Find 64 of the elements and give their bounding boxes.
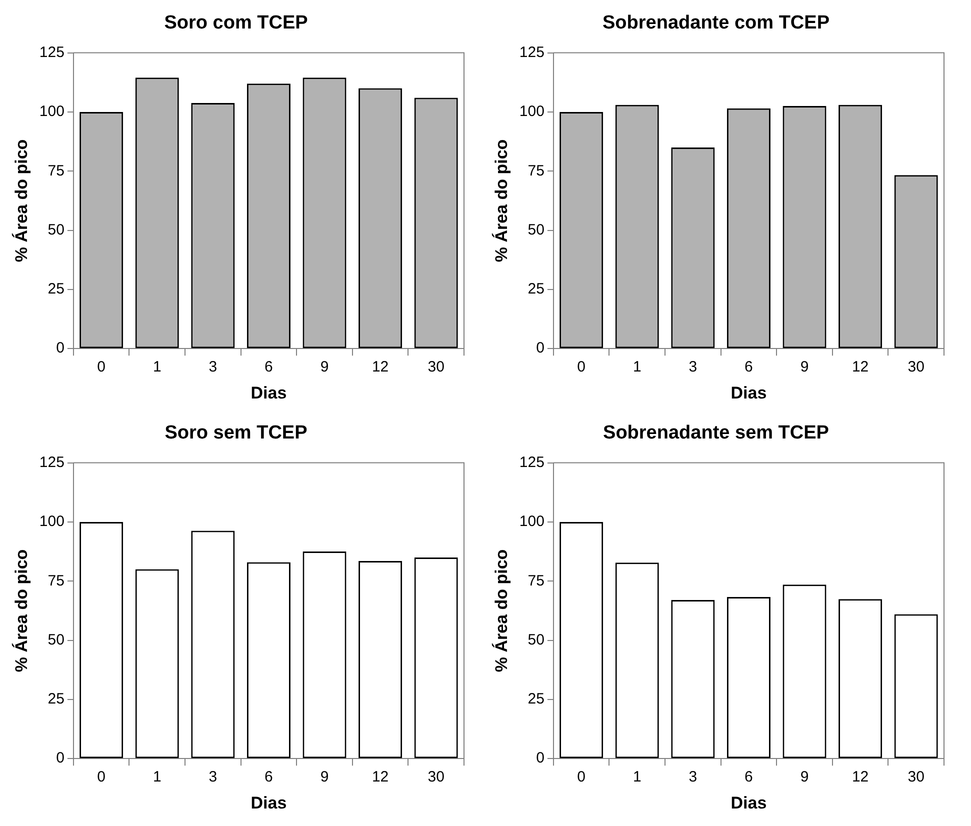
y-tick-label: 125 bbox=[519, 44, 544, 61]
x-tick-label: 3 bbox=[208, 358, 218, 376]
x-tick-label: 9 bbox=[800, 358, 809, 376]
x-tick-label: 12 bbox=[852, 358, 869, 376]
x-tick-label: 30 bbox=[428, 358, 444, 376]
x-tick-label: 12 bbox=[372, 358, 389, 376]
y-tick-label: 125 bbox=[39, 454, 64, 471]
y-tick-label: 125 bbox=[39, 44, 64, 61]
x-tick-label: 1 bbox=[152, 768, 162, 786]
x-tick-label: 12 bbox=[852, 768, 869, 786]
chart-title: Soro sem TCEP bbox=[164, 422, 308, 444]
chart-title: Sobrenadante com TCEP bbox=[602, 12, 830, 34]
y-tick-label: 25 bbox=[48, 280, 64, 298]
x-tick-label: 3 bbox=[688, 358, 698, 376]
y-tick-label: 0 bbox=[56, 750, 64, 767]
y-axis-title: % Área do pico bbox=[10, 549, 31, 672]
x-tick-label: 6 bbox=[744, 768, 753, 786]
x-tick-label: 12 bbox=[372, 768, 389, 786]
y-tick-label: 25 bbox=[48, 690, 64, 708]
y-tick-label: 125 bbox=[519, 454, 544, 471]
x-axis-title: Dias bbox=[250, 793, 287, 812]
y-tick-label: 100 bbox=[39, 513, 64, 530]
x-tick-label: 30 bbox=[428, 768, 444, 786]
x-tick-label: 6 bbox=[264, 358, 273, 376]
y-axis-title: % Área do pico bbox=[490, 139, 511, 262]
y-tick-label: 0 bbox=[56, 340, 64, 357]
x-tick-label: 1 bbox=[152, 358, 162, 376]
x-tick-label: 3 bbox=[688, 768, 698, 786]
x-axis-title: Dias bbox=[730, 793, 767, 812]
y-tick-label: 50 bbox=[528, 221, 544, 238]
y-tick-label: 75 bbox=[48, 162, 64, 180]
y-axis-title: % Área do pico bbox=[10, 139, 31, 262]
x-tick-label: 0 bbox=[97, 358, 106, 376]
x-tick-label: 9 bbox=[800, 768, 809, 786]
y-tick-label: 0 bbox=[536, 750, 544, 767]
x-tick-label: 6 bbox=[744, 358, 753, 376]
x-axis-title: Dias bbox=[730, 383, 767, 402]
x-tick-label: 9 bbox=[320, 358, 329, 376]
y-axis-title: % Área do pico bbox=[490, 549, 511, 672]
x-tick-label: 1 bbox=[632, 768, 642, 786]
y-tick-label: 75 bbox=[48, 572, 64, 590]
chart-title: Soro com TCEP bbox=[164, 12, 308, 34]
x-tick-label: 30 bbox=[908, 358, 924, 376]
y-tick-label: 100 bbox=[39, 103, 64, 120]
x-tick-label: 6 bbox=[264, 768, 273, 786]
y-tick-label: 75 bbox=[528, 162, 544, 180]
y-tick-label: 25 bbox=[528, 280, 544, 298]
y-tick-label: 75 bbox=[528, 572, 544, 590]
x-tick-label: 9 bbox=[320, 768, 329, 786]
chart-title: Sobrenadante sem TCEP bbox=[603, 422, 830, 444]
y-tick-label: 50 bbox=[48, 221, 64, 238]
x-tick-label: 30 bbox=[908, 768, 924, 786]
y-tick-label: 50 bbox=[48, 631, 64, 648]
x-tick-label: 0 bbox=[97, 768, 106, 786]
y-tick-label: 50 bbox=[528, 631, 544, 648]
y-tick-label: 0 bbox=[536, 340, 544, 357]
x-tick-label: 0 bbox=[577, 768, 586, 786]
y-tick-label: 100 bbox=[519, 103, 544, 120]
x-tick-label: 3 bbox=[208, 768, 218, 786]
x-tick-label: 1 bbox=[632, 358, 642, 376]
x-tick-label: 0 bbox=[577, 358, 586, 376]
y-tick-label: 100 bbox=[519, 513, 544, 530]
y-tick-label: 25 bbox=[528, 690, 544, 708]
x-axis-title: Dias bbox=[250, 383, 287, 402]
